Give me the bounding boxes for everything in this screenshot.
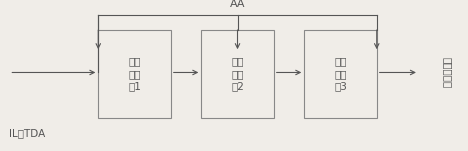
Text: AA: AA [230,0,245,9]
Text: 反应后物料: 反应后物料 [442,57,452,88]
Bar [201,30,274,118]
Bar [304,30,377,118]
Text: 釜式
反应
器2: 釜式 反应 器2 [231,57,244,91]
Text: 釜式
反应
器3: 釜式 反应 器3 [334,57,347,91]
Text: IL、TDA: IL、TDA [9,128,45,138]
Bar [98,30,171,118]
Text: 釜式
反应
器1: 釜式 反应 器1 [128,57,141,91]
